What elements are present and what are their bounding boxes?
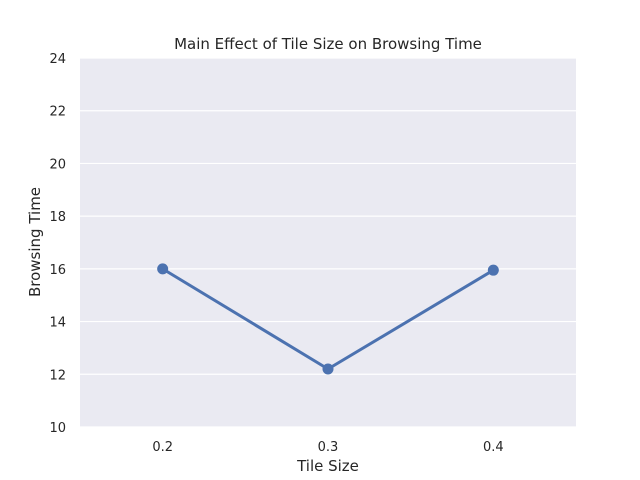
x-tick-label: 0.3: [318, 440, 339, 455]
y-tick-label: 16: [49, 263, 66, 278]
y-tick-label: 18: [49, 210, 66, 225]
y-axis-label: Browsing Time: [26, 187, 44, 297]
y-tick-label: 14: [49, 316, 66, 331]
y-tick-labels: 10 12 14 16 18 20 22 24: [49, 52, 66, 436]
y-tick-label: 10: [49, 421, 66, 436]
x-tick-label: 0.2: [152, 440, 173, 455]
y-tick-label: 12: [49, 368, 66, 383]
x-tick-labels: 0.2 0.3 0.4: [152, 440, 503, 455]
data-point: [322, 363, 334, 375]
series-group: [157, 263, 499, 375]
chart-title: Main Effect of Tile Size on Browsing Tim…: [174, 35, 482, 53]
y-tick-label: 22: [49, 105, 66, 120]
x-axis-label: Tile Size: [296, 457, 359, 475]
y-tick-label: 20: [49, 157, 66, 172]
data-point: [157, 263, 169, 275]
x-tick-label: 0.4: [483, 440, 504, 455]
y-tick-label: 24: [49, 52, 66, 67]
data-point: [487, 264, 499, 276]
